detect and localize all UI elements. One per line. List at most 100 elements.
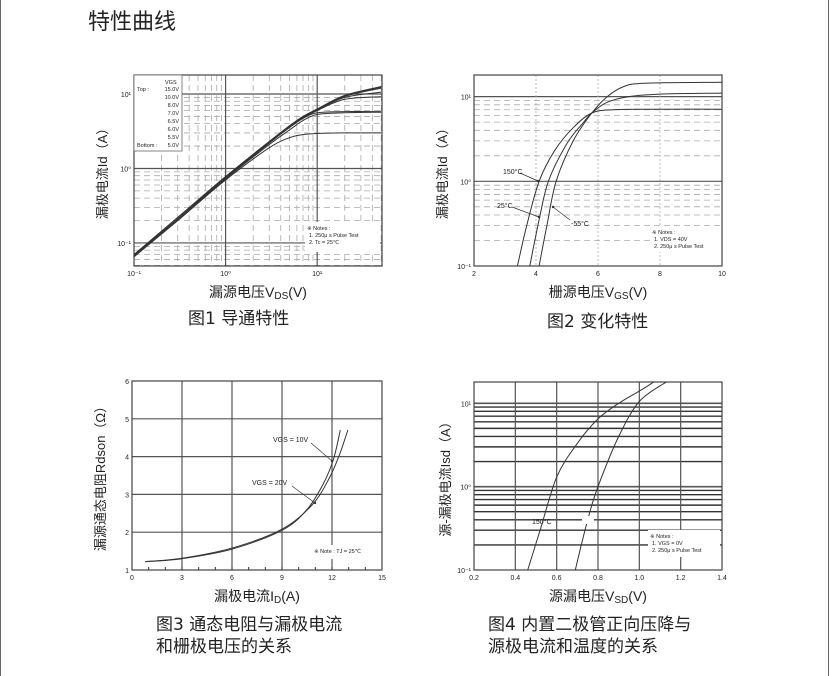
notes-box	[305, 222, 380, 252]
legend-bottom-label: Bottom :	[137, 143, 158, 149]
x-tick-label: 10¹	[312, 271, 323, 278]
x-tick-label: 2	[472, 271, 476, 278]
y-tick-label: 10¹	[461, 401, 472, 408]
y-tick-label: 10⁰	[460, 484, 471, 492]
note-text: 2. 250μ s Pulse Test	[652, 548, 702, 554]
legend-entry: 6.0V	[168, 127, 180, 133]
x-axis-label-unit: (V)	[628, 588, 647, 604]
series-line-2	[529, 92, 722, 266]
x-axis-label-sub: GS	[614, 291, 629, 302]
page-right-border	[828, 0, 829, 676]
x-tick-label: 1.0	[634, 575, 644, 582]
plot-frame	[473, 74, 723, 267]
x-tick-label: 0.2	[469, 575, 479, 582]
y-axis-label: 源-漏极电流Isd（A）	[438, 415, 453, 536]
x-axis-label: 源漏电压VSD(V)	[549, 588, 647, 606]
chart-4: 10⁻¹ 10⁰ 10¹ 0.2 0.4 0.6 0.8 1.0 1.2 1.4 源漏电压VSD(V…	[438, 381, 727, 606]
series-line-2	[145, 429, 349, 563]
x-axis-label-main: 栅源电压V	[549, 284, 615, 300]
series-line-1	[516, 108, 722, 266]
page-title: 特性曲线	[88, 10, 177, 35]
plot-frame	[133, 74, 383, 267]
plot-frame	[473, 381, 723, 571]
x-tick-label: 6	[596, 271, 600, 278]
fig2-caption: 图2 变化特性	[547, 312, 649, 332]
y-tick-label: 10⁰	[460, 178, 471, 186]
legend-entry: 15.0V	[165, 87, 180, 93]
note-text: ※ Note : TJ = 25℃	[314, 548, 361, 555]
legend-header: VGS	[165, 80, 177, 86]
arrow-head	[330, 459, 334, 463]
x-axis-label-sub: DS	[274, 291, 288, 302]
fig4-caption: 图4 内置二极管正向压降与 源极电流和温度的关系	[488, 614, 691, 658]
annotation-arrow	[310, 442, 333, 462]
x-axis-label-unit: (A)	[281, 588, 300, 604]
y-tick-label: 10⁻¹	[457, 264, 471, 271]
x-tick-label: 0.8	[593, 575, 603, 582]
legend-entry: 10.0V	[165, 95, 180, 101]
x-axis-label-sub: D	[274, 595, 281, 606]
y-tick-label: 5	[125, 417, 129, 424]
arrow-head	[536, 179, 540, 183]
annotation-arrow	[519, 172, 539, 182]
series-annotation: -55°C	[571, 220, 589, 228]
page-left-border	[0, 0, 1, 676]
fig4-caption-line1: 图4 内置二极管正向压降与	[488, 615, 692, 635]
x-tick-label: 12	[328, 575, 336, 582]
y-tick-label: 10⁻¹	[457, 568, 471, 575]
chart-1-legend: VGS Top : Bottom : 15.0V 10.0V 8.0V 7.0V 6.5V 6.…	[133, 74, 183, 152]
y-axis-label: 漏源通态电阻Rdson（Ω）	[93, 400, 108, 551]
x-axis-label: 栅源电压VGS(V)	[549, 284, 647, 302]
label-gap	[582, 516, 594, 524]
x-tick-label: 15	[378, 575, 386, 582]
y-tick-label: 6	[125, 379, 129, 386]
annotations: 150°C 25°C -55°C VGS = 10V VGS = 20V 150°C	[252, 168, 594, 526]
y-tick-label: 10¹	[121, 92, 132, 99]
legend-entry: 7.0V	[168, 111, 180, 117]
legend-entry: 5.0V	[168, 143, 180, 149]
note-text: ※ Notes :	[650, 534, 674, 540]
y-tick-label: 10¹	[461, 95, 472, 102]
notes-box	[650, 226, 720, 252]
notes-box	[648, 530, 720, 557]
y-tick-label: 10⁻¹	[117, 241, 131, 248]
series-annotation: VGS = 20V	[252, 480, 288, 487]
grid	[131, 381, 383, 570]
x-tick-label: 10⁻¹	[127, 271, 141, 278]
fig1-caption: 图1 导通特性	[188, 309, 290, 329]
y-tick-label: 1	[125, 568, 129, 575]
series-line-8	[134, 132, 382, 258]
y-axis-label: 漏极电流Id（A）	[435, 122, 450, 220]
series-line-1	[527, 382, 655, 570]
x-axis-label-sub: SD	[614, 595, 628, 606]
series-annotation: 150°C	[503, 168, 523, 176]
x-axis-label-unit: (V)	[629, 284, 648, 300]
series-line-3	[538, 81, 722, 266]
legend-box	[133, 74, 183, 152]
annotation-arrow	[511, 206, 540, 218]
y-tick-label: 4	[125, 455, 129, 462]
x-axis-label-unit: (V)	[288, 284, 307, 300]
x-axis-label-main: 漏源电压V	[209, 284, 275, 300]
annotation-arrow	[291, 485, 316, 504]
notes-box	[312, 545, 378, 559]
note-text: 2. Tc = 25℃	[309, 239, 339, 246]
x-axis-label: 漏极电流ID(A)	[214, 588, 300, 606]
x-axis-label: 漏源电压VDS(V)	[209, 284, 307, 302]
x-tick-label: 4	[534, 271, 538, 278]
plot-frame	[131, 380, 383, 571]
note-text: 2. 250μ s Pulse Test	[654, 244, 704, 250]
x-tick-label: 6	[230, 575, 234, 582]
y-tick-label: 2	[125, 530, 129, 537]
fig4-caption-line2: 源极电流和温度的关系	[488, 637, 658, 657]
legend-entry: 5.5V	[168, 135, 180, 141]
grid	[474, 75, 722, 266]
arrow-head	[551, 205, 555, 209]
note-text: 1. VDS = 40V	[654, 237, 688, 243]
x-tick-label: 0.6	[552, 575, 562, 582]
series-annotation: 150°C	[532, 518, 552, 526]
fig3-caption-line1: 图3 通态电阻与漏极电流	[156, 615, 343, 635]
x-tick-label: 10⁰	[220, 270, 231, 278]
x-tick-label: 10	[718, 271, 726, 278]
